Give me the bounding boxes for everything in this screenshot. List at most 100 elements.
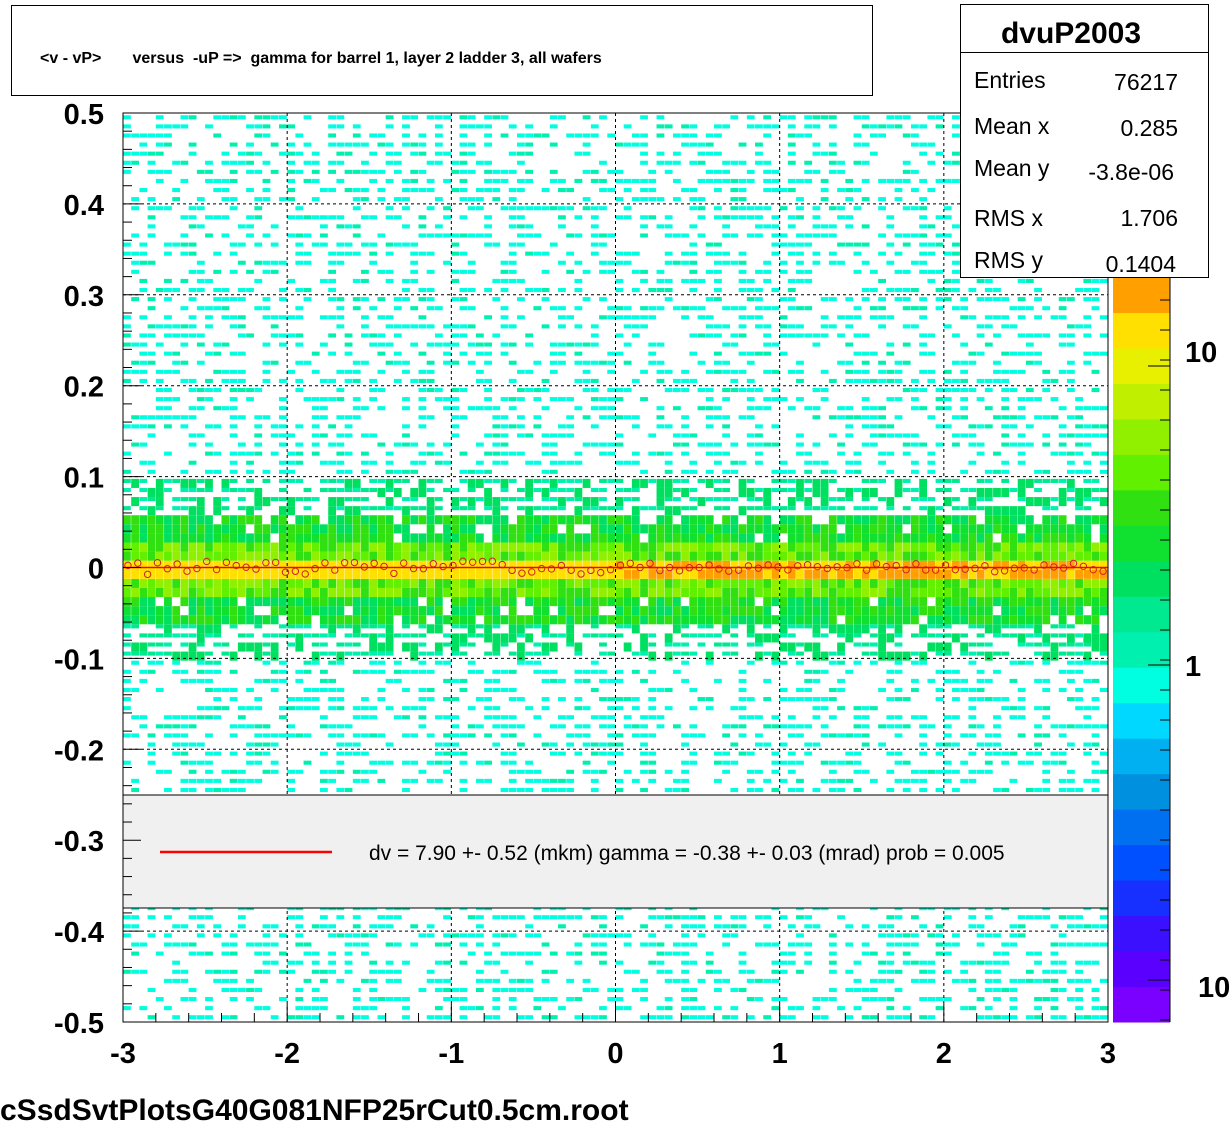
heatmap-cell: [541, 206, 550, 211]
heatmap-cell: [615, 524, 624, 534]
heatmap-cell: [369, 560, 378, 570]
heatmap-cell: [492, 506, 501, 516]
heatmap-cell: [672, 478, 681, 483]
heatmap-cell: [771, 478, 780, 483]
heatmap-cell: [344, 642, 353, 647]
heatmap-cell: [459, 960, 468, 965]
heatmap-cell: [779, 315, 788, 320]
heatmap-cell: [434, 142, 443, 147]
heatmap-cell: [131, 497, 140, 507]
heatmap-cell: [607, 615, 616, 625]
heatmap-cell: [402, 206, 410, 211]
heatmap-cell: [755, 642, 763, 647]
heatmap-cell: [475, 597, 484, 607]
heatmap-cell: [418, 487, 427, 498]
heatmap-cell: [869, 578, 878, 588]
heatmap-cell: [443, 515, 451, 525]
heatmap-cell: [566, 433, 575, 438]
heatmap-cell: [303, 1006, 312, 1011]
heatmap-cell: [418, 233, 427, 238]
heatmap-cell: [443, 642, 451, 647]
heatmap-cell: [566, 251, 575, 256]
heatmap-cell: [467, 324, 476, 329]
heatmap-cell: [221, 969, 230, 974]
heatmap-cell: [820, 224, 829, 229]
heatmap-cell: [787, 478, 796, 483]
heatmap-cell: [484, 706, 492, 711]
heatmap-cell: [467, 915, 476, 920]
heatmap-cell: [410, 469, 419, 474]
heatmap-cell: [787, 506, 796, 511]
heatmap-cell: [180, 651, 189, 661]
heatmap-cell: [549, 442, 558, 447]
heatmap-cell: [722, 124, 731, 129]
heatmap-cell: [541, 451, 550, 456]
heatmap-cell: [672, 560, 681, 570]
heatmap-cell: [714, 260, 722, 265]
heatmap-cell: [270, 587, 279, 598]
heatmap-cell: [582, 415, 591, 420]
heatmap-cell: [278, 587, 287, 598]
heatmap-cell: [492, 633, 501, 643]
heatmap-cell: [303, 260, 312, 265]
heatmap-cell: [861, 615, 870, 625]
heatmap-cell: [287, 633, 295, 638]
heatmap-cell: [615, 487, 624, 493]
heatmap-cell: [336, 687, 345, 693]
heatmap-cell: [607, 697, 616, 702]
heatmap-cell: [631, 560, 640, 570]
heatmap-cell: [508, 378, 517, 383]
heatmap-cell: [418, 297, 427, 302]
heatmap-cell: [123, 606, 131, 616]
heatmap-cell: [229, 669, 238, 674]
heatmap-cell: [467, 615, 476, 625]
heatmap-cell: [287, 151, 295, 156]
heatmap-cell: [484, 578, 492, 588]
heatmap-cell: [172, 569, 181, 579]
heatmap-cell: [344, 942, 353, 947]
heatmap-cell: [196, 715, 205, 720]
heatmap-cell: [771, 306, 780, 311]
heatmap-cell: [648, 506, 657, 511]
heatmap-cell: [426, 687, 435, 693]
heatmap-cell: [426, 578, 435, 588]
heatmap-cell: [402, 1015, 410, 1020]
heatmap-cell: [262, 551, 271, 561]
heatmap-cell: [787, 760, 796, 765]
heatmap-cell: [278, 533, 287, 543]
heatmap-cell: [607, 478, 616, 483]
heatmap-cell: [722, 451, 731, 456]
heatmap-cell: [328, 951, 337, 956]
heatmap-cell: [328, 115, 337, 120]
heatmap-cell: [147, 551, 156, 561]
heatmap-cell: [590, 533, 599, 543]
heatmap-cell: [508, 197, 517, 202]
heatmap-cell: [254, 951, 263, 956]
heatmap-cell: [500, 715, 509, 720]
heatmap-cell: [664, 551, 673, 561]
heatmap-cell: [418, 151, 427, 156]
heatmap-cell: [484, 133, 492, 138]
heatmap-cell: [188, 997, 197, 1002]
heatmap-cell: [541, 251, 550, 256]
heatmap-cell: [303, 760, 312, 765]
heatmap-cell: [738, 278, 747, 283]
heatmap-cell: [410, 551, 419, 561]
heatmap-cell: [147, 306, 156, 311]
heatmap-cell: [714, 542, 722, 552]
heatmap-cell: [533, 1006, 542, 1011]
heatmap-cell: [295, 460, 304, 465]
heatmap-cell: [508, 151, 517, 156]
heatmap-cell: [311, 542, 320, 552]
heatmap-cell: [549, 533, 558, 543]
heatmap-cell: [434, 542, 443, 552]
heatmap-cell: [558, 287, 566, 293]
heatmap-cell: [328, 515, 337, 525]
heatmap-cell: [697, 542, 706, 552]
heatmap-cell: [295, 642, 304, 652]
heatmap-cell: [237, 560, 246, 570]
heatmap-cell: [213, 251, 222, 256]
heatmap-cell: [640, 133, 648, 138]
heatmap-cell: [656, 587, 665, 598]
heatmap-cell: [311, 578, 320, 588]
